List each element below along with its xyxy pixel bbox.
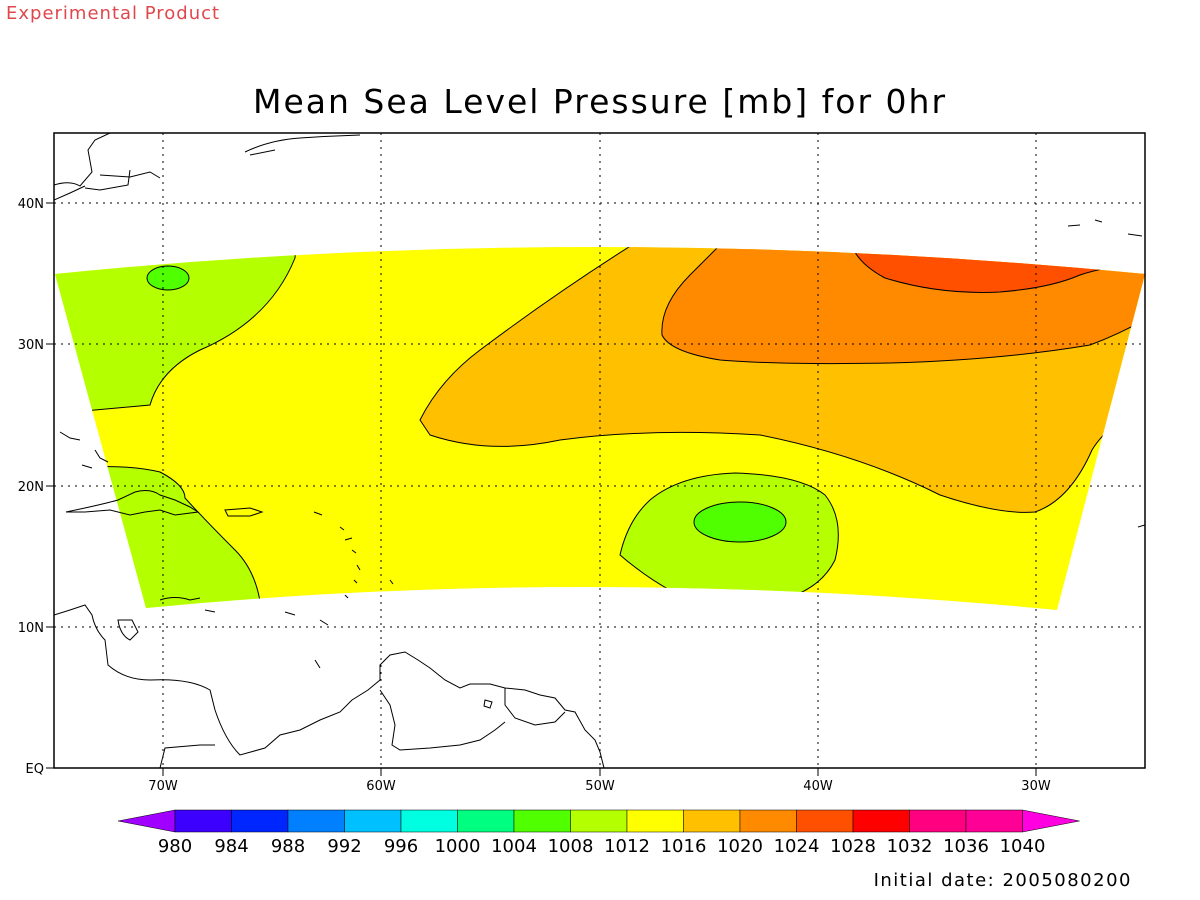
colorbar-level-label: 980 bbox=[158, 836, 192, 857]
colorbar-segment bbox=[965, 809, 1023, 833]
colorbar-segment bbox=[626, 809, 684, 833]
colorbar-segment bbox=[570, 809, 628, 833]
lon-label-70w: 70W bbox=[148, 779, 178, 794]
colorbar-level-label: 984 bbox=[214, 836, 248, 857]
colorbar-arrow-high bbox=[1022, 809, 1080, 833]
colorbar-segment bbox=[739, 809, 797, 833]
colorbar-segment bbox=[513, 809, 571, 833]
region-1008-central bbox=[693, 501, 787, 543]
colorbar-level-label: 1020 bbox=[717, 836, 763, 857]
lat-label-40n: 40N bbox=[18, 197, 44, 212]
graticule bbox=[54, 133, 1145, 768]
colorbar-level-label: 1004 bbox=[491, 836, 537, 857]
colorbar-level-label: 1032 bbox=[887, 836, 933, 857]
lon-label-50w: 50W bbox=[585, 779, 615, 794]
colorbar-segment bbox=[796, 809, 854, 833]
colorbar-level-label: 1040 bbox=[1000, 836, 1046, 857]
colorbar-segment bbox=[400, 809, 458, 833]
lon-label-60w: 60W bbox=[366, 779, 396, 794]
lat-label-eq: EQ bbox=[26, 762, 44, 777]
lat-label-10n: 10N bbox=[18, 621, 44, 636]
colorbar-level-label: 1024 bbox=[774, 836, 820, 857]
colorbar-level-label: 996 bbox=[384, 836, 418, 857]
colorbar-level-label: 1000 bbox=[435, 836, 481, 857]
pressure-field bbox=[55, 247, 1145, 610]
colorbar-level-label: 1016 bbox=[661, 836, 707, 857]
colorbar-level-label: 1028 bbox=[830, 836, 876, 857]
lat-label-20n: 20N bbox=[18, 480, 44, 495]
colorbar-segment bbox=[174, 809, 232, 833]
lat-label-30n: 30N bbox=[18, 338, 44, 353]
initial-date-label: Initial date: 2005080200 bbox=[873, 870, 1132, 891]
colorbar-segment bbox=[287, 809, 345, 833]
colorbar-level-label: 988 bbox=[271, 836, 305, 857]
lon-label-30w: 30W bbox=[1021, 779, 1051, 794]
colorbar-segment bbox=[683, 809, 741, 833]
colorbar: 980 984 988 992 996 1000 1004 1008 1012 1016 1020 1… bbox=[117, 809, 1080, 857]
region-1008-northwest bbox=[146, 265, 190, 291]
colorbar-segment bbox=[909, 809, 967, 833]
colorbar-level-label: 1008 bbox=[548, 836, 594, 857]
colorbar-segment bbox=[457, 809, 515, 833]
lon-label-40w: 40W bbox=[803, 779, 833, 794]
colorbar-level-label: 1036 bbox=[943, 836, 989, 857]
colorbar-segment bbox=[231, 809, 289, 833]
axis-ticks bbox=[46, 202, 1037, 776]
coastlines bbox=[54, 133, 1145, 768]
map-title: Mean Sea Level Pressure [mb] for 0hr bbox=[252, 82, 948, 121]
colorbar-level-label: 1012 bbox=[604, 836, 650, 857]
colorbar-segment bbox=[344, 809, 402, 833]
colorbar-level-label: 992 bbox=[327, 836, 361, 857]
colorbar-segment bbox=[852, 809, 910, 833]
experimental-product-label: Experimental Product bbox=[6, 3, 221, 24]
colorbar-arrow-low bbox=[117, 809, 176, 833]
